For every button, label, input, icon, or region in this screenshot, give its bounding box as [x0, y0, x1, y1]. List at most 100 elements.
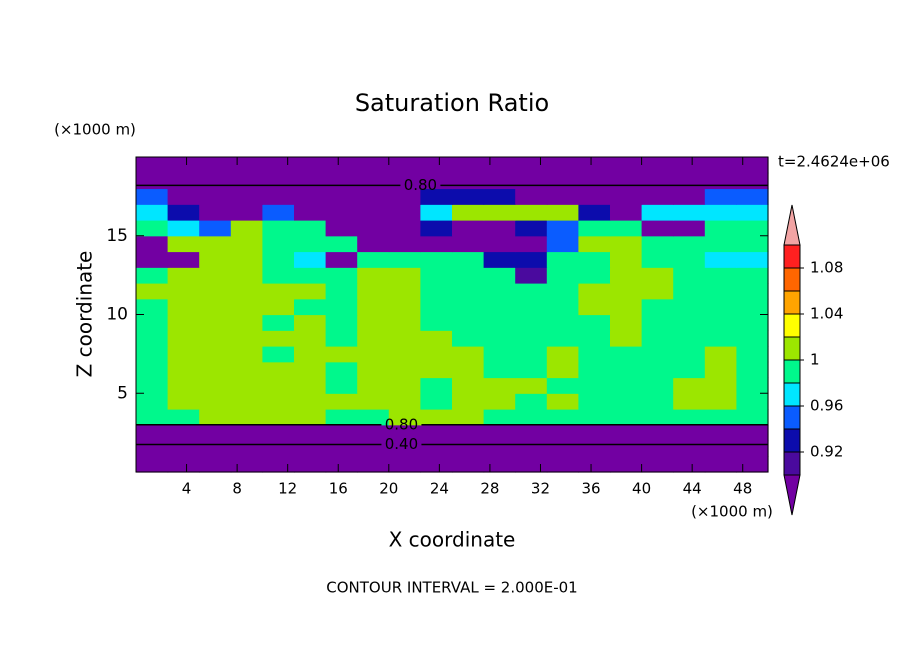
- contour-cell: [136, 188, 169, 205]
- x-axis-title: X coordinate: [389, 528, 516, 552]
- contour-cell: [294, 267, 327, 284]
- contour-cell: [230, 314, 263, 331]
- contour-cell: [610, 220, 643, 237]
- contour-cell: [546, 251, 579, 268]
- contour-cell: [199, 298, 232, 316]
- contour-cell: [420, 235, 453, 253]
- contour-cell: [420, 283, 453, 300]
- x-tick-label: 40: [632, 480, 651, 498]
- contour-cell: [357, 298, 390, 316]
- contour-cell: [136, 283, 169, 300]
- contour-cell: [388, 377, 421, 394]
- contour-cell: [641, 409, 674, 426]
- contour-cell: [483, 346, 516, 363]
- contour-cell: [515, 377, 548, 394]
- contour-cell: [262, 330, 295, 347]
- contour-cell: [388, 204, 421, 221]
- contour-cell: [230, 424, 263, 442]
- contour-cell: [294, 377, 327, 394]
- contour-cell: [483, 361, 516, 379]
- contour-cell: [357, 346, 390, 363]
- contour-cell: [325, 172, 358, 190]
- x-tick-label: 32: [531, 480, 550, 498]
- contour-cell: [515, 330, 548, 347]
- contour-cell: [452, 330, 485, 347]
- contour-cell: [641, 172, 674, 190]
- contour-cell: [704, 283, 737, 300]
- contour-cell: [357, 235, 390, 253]
- contour-cell: [515, 440, 548, 457]
- contour-cell: [262, 251, 295, 268]
- contour-cell: [388, 251, 421, 268]
- contour-cell: [704, 330, 737, 347]
- contour-cell: [704, 314, 737, 331]
- contour-cell: [673, 283, 706, 300]
- contour-cell: [673, 314, 706, 331]
- contour-cell: [641, 298, 674, 316]
- contour-cell: [452, 393, 485, 410]
- contour-cell: [167, 393, 200, 410]
- contour-cell: [357, 283, 390, 300]
- contour-cell: [515, 298, 548, 316]
- contour-cell: [262, 172, 295, 190]
- colorbar-box: [783, 359, 801, 384]
- contour-cell: [294, 251, 327, 268]
- contour-cell: [420, 440, 453, 457]
- contour-cell: [673, 188, 706, 205]
- contour-cell: [546, 220, 579, 237]
- contour-cell: [515, 456, 548, 473]
- contour-cell: [736, 172, 769, 190]
- contour-cell: [736, 220, 769, 237]
- contour-cell: [673, 346, 706, 363]
- contour-cell: [483, 424, 516, 442]
- contour-cell: [452, 220, 485, 237]
- contour-cell: [294, 157, 327, 174]
- contour-cell: [704, 267, 737, 284]
- colorbar-box: [783, 451, 801, 476]
- contour-cell: [578, 409, 611, 426]
- contour-cell: [167, 172, 200, 190]
- contour-cell: [325, 330, 358, 347]
- colorbar-tick-label: 1: [810, 351, 820, 369]
- contour-cell: [736, 377, 769, 394]
- contour-cell: [641, 393, 674, 410]
- contour-cell: [546, 235, 579, 253]
- contour-cell: [199, 283, 232, 300]
- contour-cell: [230, 188, 263, 205]
- contour-cell: [262, 377, 295, 394]
- contour-cell: [610, 424, 643, 442]
- contour-cell: [294, 204, 327, 221]
- contour-cell: [736, 314, 769, 331]
- contour-cell: [736, 267, 769, 284]
- contour-cell: [452, 283, 485, 300]
- contour-cell: [167, 188, 200, 205]
- contour-cell: [546, 361, 579, 379]
- contour-cell: [167, 267, 200, 284]
- contour-cell: [167, 314, 200, 331]
- contour-cell: [515, 251, 548, 268]
- contour-cell: [483, 456, 516, 473]
- contour-cell: [546, 283, 579, 300]
- contour-cell: [515, 346, 548, 363]
- contour-cell: [515, 314, 548, 331]
- contour-cell: [673, 251, 706, 268]
- contour-cell: [546, 330, 579, 347]
- contour-cell: [357, 314, 390, 331]
- contour-cell: [546, 424, 579, 442]
- contour-cell: [578, 346, 611, 363]
- contour-cell: [483, 220, 516, 237]
- contour-cell: [578, 204, 611, 221]
- contour-cell: [136, 204, 169, 221]
- contour-cell: [420, 361, 453, 379]
- contour-cell: [515, 172, 548, 190]
- contour-cell: [230, 346, 263, 363]
- contour-cell: [452, 298, 485, 316]
- contour-cell: [388, 361, 421, 379]
- contour-cell: [483, 188, 516, 205]
- contour-cell: [452, 235, 485, 253]
- contour-cell: [736, 188, 769, 205]
- contour-cell: [704, 346, 737, 363]
- contour-cell: [641, 377, 674, 394]
- contour-cell: [736, 361, 769, 379]
- contour-cell: [704, 204, 737, 221]
